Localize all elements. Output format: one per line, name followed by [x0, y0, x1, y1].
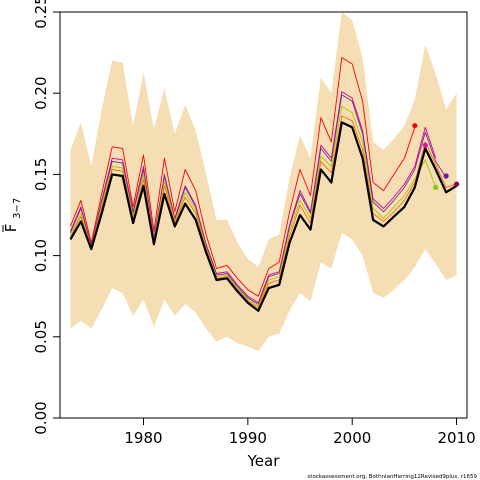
y-tick-label: 0.15: [32, 158, 50, 191]
series-line-1: [69, 57, 416, 297]
plot-frame: [59, 11, 468, 419]
endpoint-markers-layer: [412, 123, 460, 190]
endpoint-marker-2: [433, 184, 439, 190]
y-axis-label-main: F: [2, 224, 20, 233]
endpoint-marker-4: [453, 181, 460, 187]
source-caption: stockassessment.org, BothnianHerring12Re…: [307, 474, 477, 480]
y-tick-label: 0.00: [32, 401, 50, 434]
y-axis-label-subscript: 3−7: [12, 198, 23, 219]
x-tick-label: 2000: [333, 429, 371, 447]
series-line-3: [69, 94, 447, 305]
series-line-4: [69, 105, 437, 307]
x-axis-ticks: 1980 1990 2000 2010: [124, 418, 476, 447]
series-line-0: [69, 121, 458, 312]
y-tick-label: 0.20: [32, 76, 50, 109]
svg-text:F 3−7: F 3−7: [2, 198, 23, 233]
y-axis-ticks: 0.00 0.05 0.10 0.15 0.20 0.25: [32, 0, 60, 435]
y-axis-label: F 3−7: [2, 198, 23, 233]
endpoint-marker-0: [412, 123, 418, 129]
series-layer: [69, 57, 458, 312]
x-tick-label: 1990: [229, 429, 267, 447]
y-tick-label: 0.05: [32, 320, 50, 353]
confidence-band: [70, 12, 457, 352]
x-axis-label: Year: [247, 452, 281, 470]
y-tick-label: 0.25: [32, 0, 50, 29]
confidence-band-layer: [70, 12, 457, 352]
endpoint-marker-1: [422, 142, 428, 148]
endpoint-marker-3: [443, 173, 449, 179]
y-tick-label: 0.10: [32, 239, 50, 272]
x-tick-label: 1980: [124, 429, 162, 447]
x-tick-label: 2010: [437, 429, 475, 447]
